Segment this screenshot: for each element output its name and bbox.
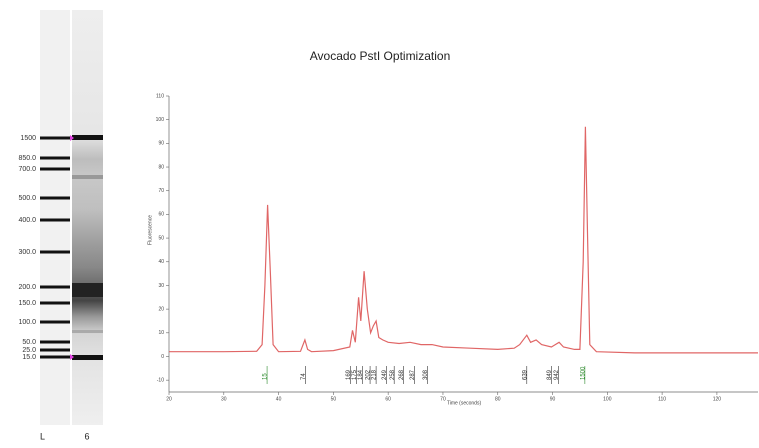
ladder-label: 50.0	[22, 339, 36, 346]
x-axis-label: Time (seconds)	[447, 400, 482, 406]
ladder-label: 15.0	[22, 354, 36, 361]
peak-label: 15	[263, 373, 269, 380]
lane-label: 6	[84, 431, 89, 441]
y-tick-label: 100	[156, 117, 165, 123]
y-tick-label: 40	[158, 259, 164, 265]
peak-label: 249	[382, 369, 388, 380]
y-tick-label: 110	[156, 93, 164, 99]
ladder-label: 300.0	[18, 249, 36, 256]
peak-label: 268	[399, 369, 405, 380]
x-tick-label: 20	[166, 396, 172, 402]
peak-label: 942	[554, 369, 560, 380]
ladder-label: 850.0	[18, 155, 36, 162]
y-tick-label: 90	[158, 141, 164, 147]
ladder-band	[40, 137, 70, 140]
ladder-label: 400.0	[18, 217, 36, 224]
ladder-label: 25.0	[22, 347, 36, 354]
x-tick-label: 80	[495, 396, 501, 402]
ladder-band	[40, 251, 70, 254]
ladder-label: 150.0	[18, 300, 36, 307]
peak-label: 639	[522, 369, 528, 380]
ladder-band	[40, 197, 70, 200]
peak-label: 74	[301, 373, 307, 380]
ladder-band	[40, 341, 70, 344]
y-tick-label: -10	[157, 377, 164, 383]
ladder-band	[40, 219, 70, 222]
x-tick-label: 30	[221, 396, 227, 402]
lane-ladder	[40, 10, 70, 425]
y-tick-label: 30	[158, 283, 164, 289]
y-axis-label: Fluorescence	[147, 215, 153, 245]
peak-label: 258	[390, 369, 396, 380]
gel-band	[72, 283, 103, 297]
lane-label: L	[40, 431, 45, 441]
screen: Avocado PstI Optimization Time (seconds)…	[0, 0, 759, 448]
peak-label: 287	[410, 369, 416, 380]
peak-label: 218	[372, 369, 378, 380]
chart-title: Avocado PstI Optimization	[310, 49, 451, 63]
ladder-label: 100.0	[18, 319, 36, 326]
y-tick-label: 0	[161, 354, 164, 360]
gel-band	[72, 355, 103, 360]
chart: Avocado PstI Optimization Time (seconds)…	[0, 0, 759, 448]
peak-label: 1500	[580, 366, 586, 380]
lane-sample	[72, 10, 103, 425]
gel-band	[72, 330, 103, 333]
ladder-band	[40, 349, 70, 352]
x-tick-label: 120	[713, 396, 722, 402]
ladder-band	[40, 356, 70, 359]
ladder-band	[40, 321, 70, 324]
y-tick-label: 10	[158, 330, 164, 336]
peak-label: 849	[547, 369, 553, 380]
ladder-band	[40, 286, 70, 289]
peak-label: 184	[358, 369, 364, 380]
x-tick-label: 70	[440, 396, 446, 402]
trace	[169, 127, 758, 353]
y-tick-label: 70	[158, 188, 164, 194]
x-tick-label: 90	[550, 396, 556, 402]
ladder-label: 700.0	[18, 166, 36, 173]
x-tick-label: 60	[385, 396, 391, 402]
gel-band	[72, 175, 103, 179]
x-tick-label: 50	[331, 396, 337, 402]
ladder-label: 500.0	[18, 195, 36, 202]
y-tick-label: 20	[158, 306, 164, 312]
y-tick-label: 60	[158, 212, 164, 218]
ladder-label: 1500	[20, 135, 36, 142]
ladder-band	[40, 302, 70, 305]
ladder-band	[40, 157, 70, 160]
y-tick-label: 50	[158, 235, 164, 241]
ladder-band	[40, 168, 70, 171]
ladder-label: 200.0	[18, 284, 36, 291]
x-tick-label: 110	[658, 396, 666, 402]
x-tick-label: 40	[276, 396, 282, 402]
gel-band	[72, 135, 103, 140]
x-tick-label: 100	[603, 396, 612, 402]
peak-label: 308	[423, 369, 429, 380]
y-tick-label: 80	[158, 164, 164, 170]
